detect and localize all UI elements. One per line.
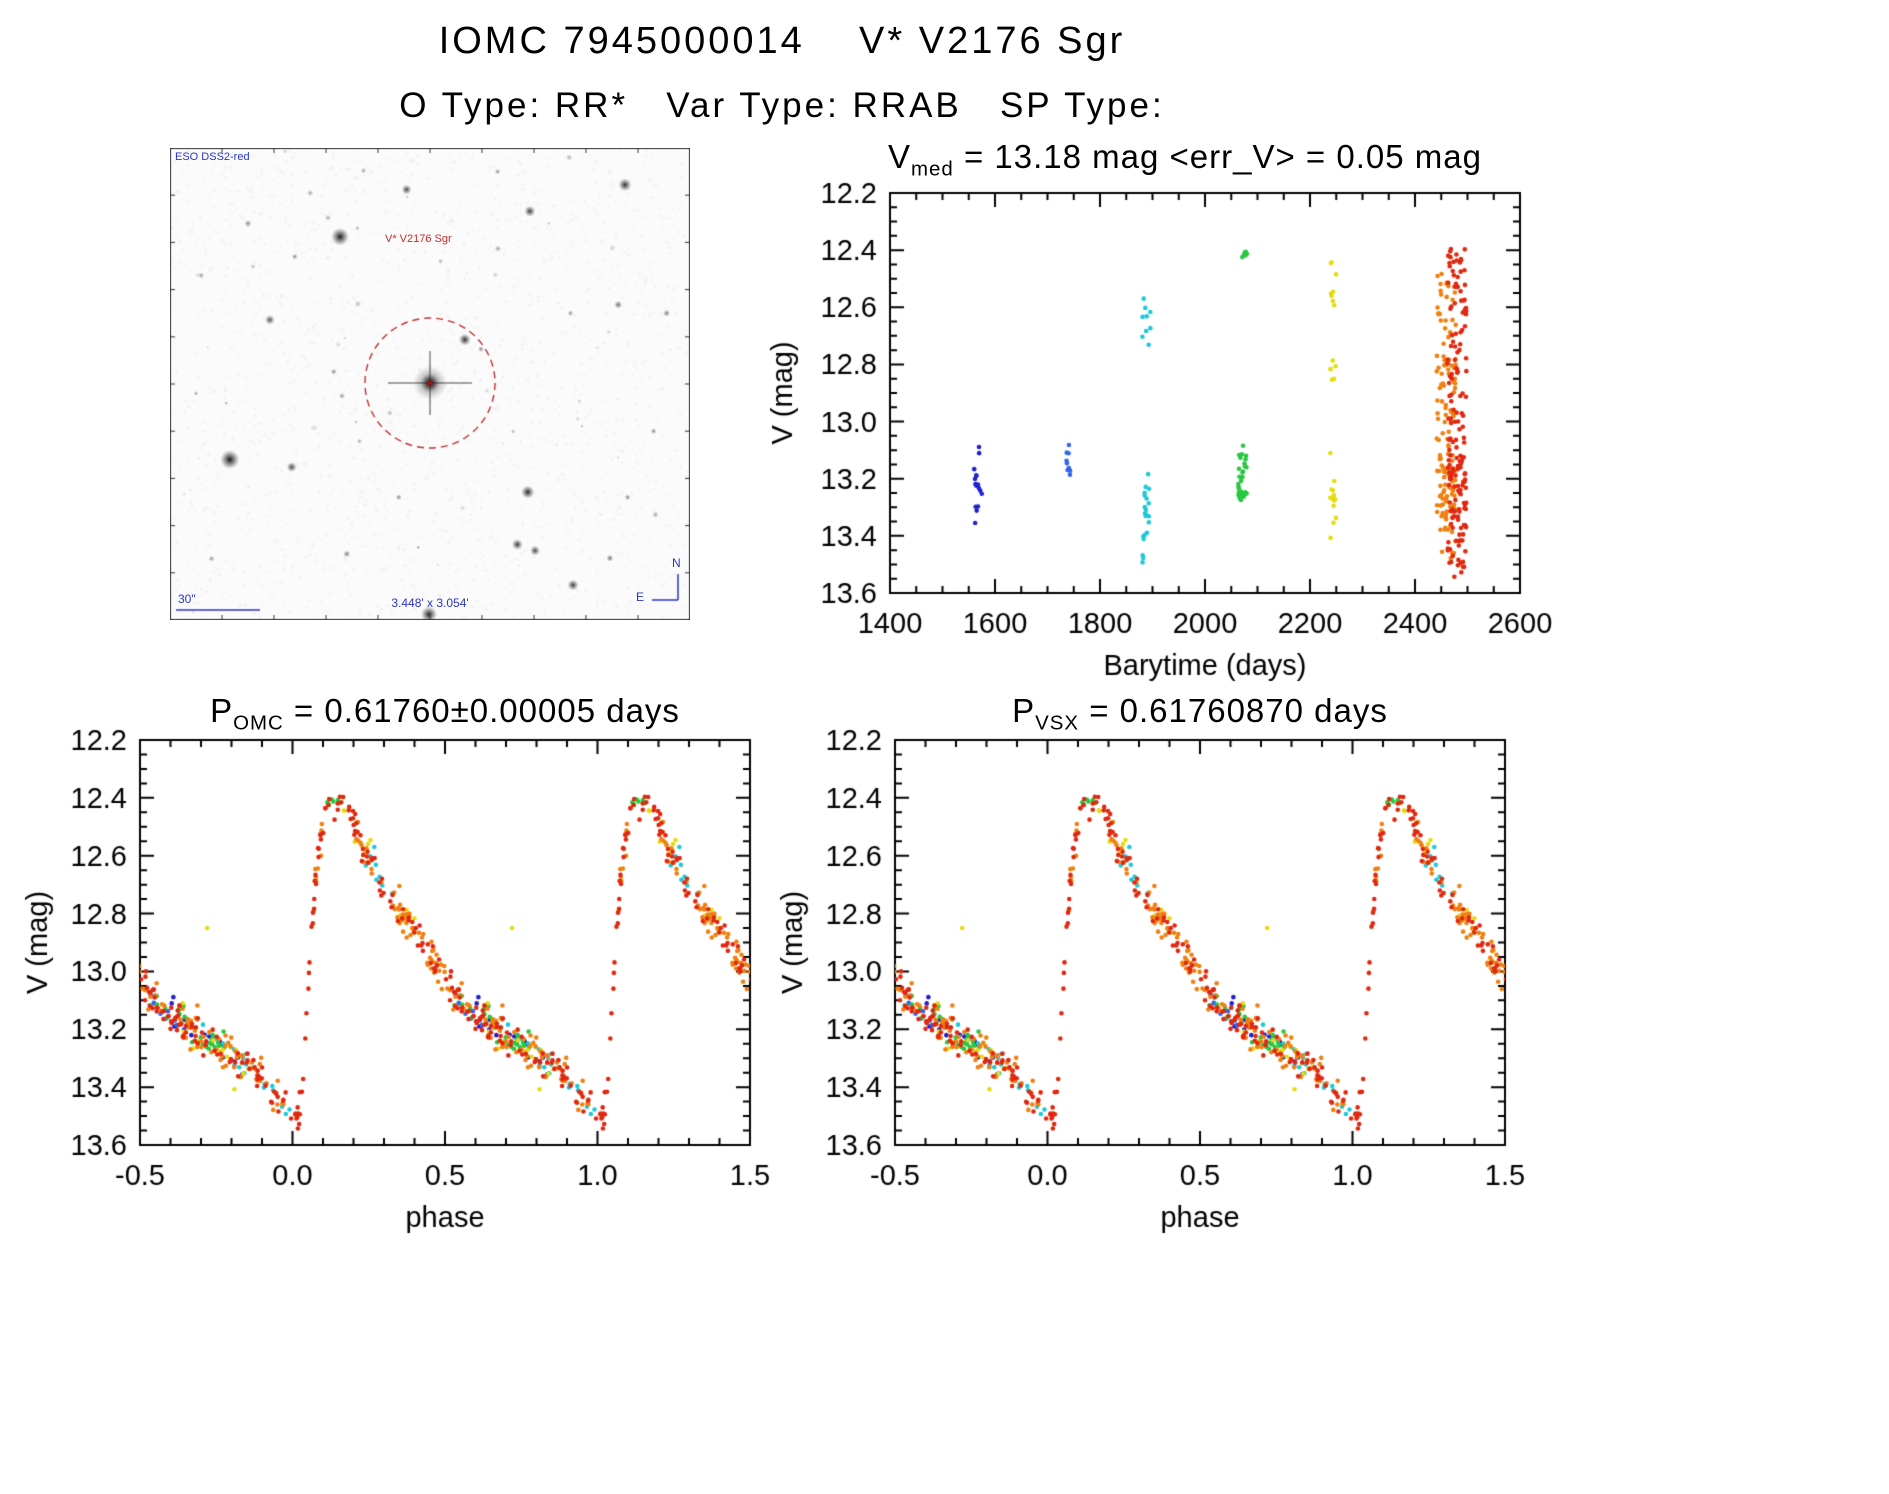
compass-north-label: N [672, 556, 681, 570]
finding-chart: ESO DSS2-red V* V2176 Sgr 30" 3.448' x 3… [170, 148, 690, 620]
vsx-period-title: PVSX = 0.61760870 days [850, 692, 1550, 736]
finding-chart-image [170, 148, 690, 620]
survey-label: ESO DSS2-red [175, 151, 250, 163]
compass-east-label: E [636, 590, 645, 604]
page-subtitle: O Type: RR* Var Type: RRAB SP Type: [399, 86, 1165, 125]
pvsx-symbol: P [1012, 692, 1036, 729]
pomc-value-text: = 0.61760±0.00005 days [283, 692, 680, 729]
field-of-view-label: 3.448' x 3.054' [391, 596, 469, 610]
pvsx-value-text: = 0.61760870 days [1079, 692, 1388, 729]
scale-bar-label: 30" [178, 592, 196, 606]
page-title: IOMC 7945000014 V* V2176 Sgr [438, 20, 1126, 62]
target-star-label: V* V2176 Sgr [385, 233, 452, 245]
pomc-symbol: P [210, 692, 234, 729]
omc-phase-folded-plot [20, 725, 770, 1285]
vsx-phase-folded-plot [775, 725, 1525, 1285]
barytime-lightcurve-plot [760, 150, 1570, 695]
